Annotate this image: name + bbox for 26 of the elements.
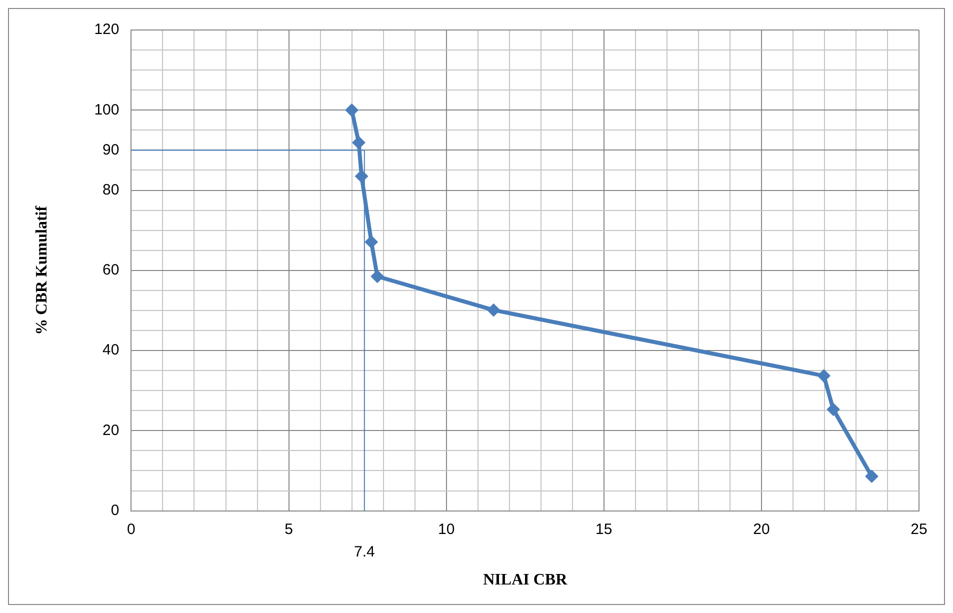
point [487, 304, 500, 317]
y-tick-label: 90 [102, 141, 120, 158]
point [817, 369, 830, 382]
point [352, 136, 366, 150]
x-tick-label: 25 [910, 520, 928, 538]
point [370, 270, 384, 283]
y-tick-label: 120 [94, 21, 120, 38]
y-tick-label: 80 [102, 181, 120, 198]
y-tick-label: 0 [110, 502, 120, 519]
point [355, 170, 368, 183]
y-tick-label: 40 [102, 342, 120, 359]
point [865, 470, 878, 483]
x-tick-label: 10 [438, 520, 455, 538]
y-tick-label: 100 [94, 101, 120, 118]
x-tick-label: 20 [753, 520, 770, 538]
x-tick-label: 0 [127, 520, 136, 538]
ref-line-label: 7.4 [354, 543, 375, 560]
point [826, 402, 840, 416]
x-tick-label: 15 [596, 520, 612, 538]
x-axis-title: NILAI CBR [483, 572, 568, 589]
y-tick-label: 60 [102, 262, 120, 279]
y-tick-label: 20 [102, 422, 120, 439]
x-tick-label: 5 [284, 520, 293, 538]
y-axis-title: % CBR Kumulatif [34, 205, 51, 335]
point [364, 235, 378, 248]
point [345, 104, 358, 117]
